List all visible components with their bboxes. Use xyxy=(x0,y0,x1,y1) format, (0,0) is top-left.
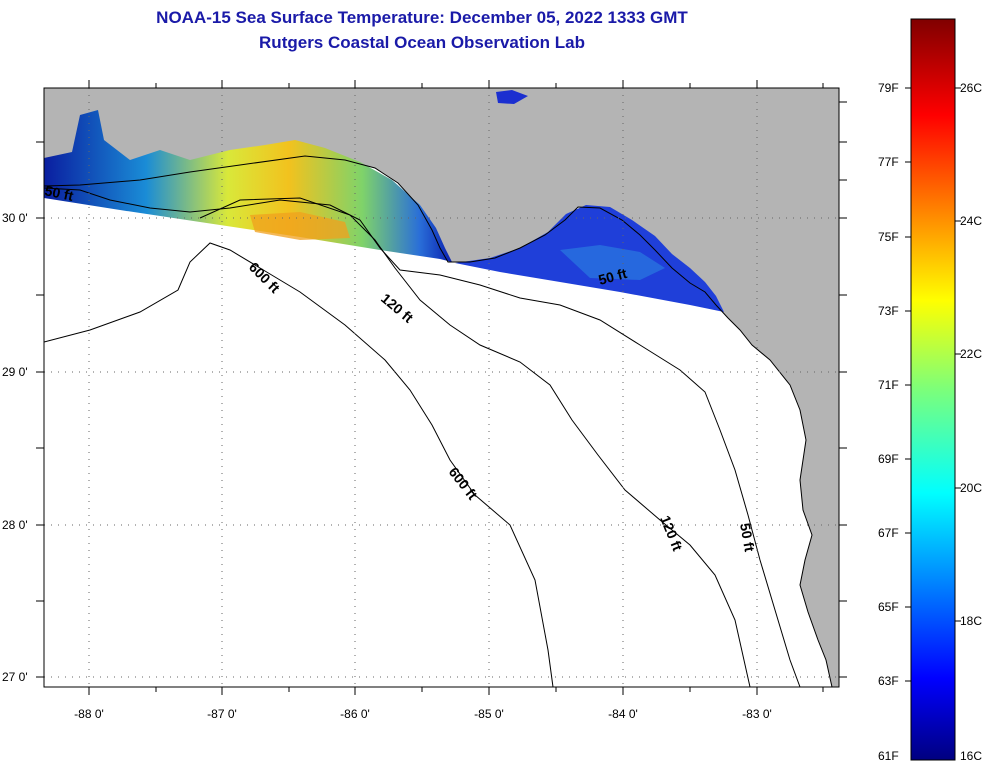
isobath-600ft xyxy=(44,242,554,687)
land-mass xyxy=(44,88,839,687)
colorbar-label-c: 24C xyxy=(960,214,982,228)
lat-label: 28 0' xyxy=(2,518,28,532)
bay-blue xyxy=(496,90,528,104)
isobath-50ft xyxy=(44,187,801,687)
lon-label: -87 0' xyxy=(207,707,237,721)
colorbar-label-f: 73F xyxy=(878,304,899,318)
sst-band-west xyxy=(44,110,452,262)
colorbar-ticks xyxy=(905,87,961,682)
colorbar-label-c: 22C xyxy=(960,347,982,361)
coastline-detail xyxy=(44,155,833,687)
colorbar-label-f: 79F xyxy=(878,81,899,95)
lon-label: -83 0' xyxy=(742,707,772,721)
colorbar-label-c: 20C xyxy=(960,481,982,495)
colorbar-label-f: 75F xyxy=(878,230,899,244)
lon-label: -88 0' xyxy=(74,707,104,721)
map-frame xyxy=(43,87,840,688)
depth-label: 50 ft xyxy=(737,522,758,553)
chart-title: NOAA-15 Sea Surface Temperature: Decembe… xyxy=(156,8,688,27)
lat-label: 29 0' xyxy=(2,365,28,379)
colorbar-label-f: 63F xyxy=(878,674,899,688)
colorbar xyxy=(910,18,956,761)
lon-label: -86 0' xyxy=(340,707,370,721)
colorbar-label-f: 77F xyxy=(878,155,899,169)
colorbar-label-f: 65F xyxy=(878,600,899,614)
colorbar-label-c: 16C xyxy=(960,749,982,763)
lon-label: -85 0' xyxy=(474,707,504,721)
colorbar-label-f: 61F xyxy=(878,749,899,763)
lat-label: 27 0' xyxy=(2,670,28,684)
colorbar-label-c: 26C xyxy=(960,81,982,95)
depth-label: 50 ft xyxy=(43,182,75,204)
axis-ticks xyxy=(36,80,847,695)
lon-label: -84 0' xyxy=(608,707,638,721)
sst-patch-orange xyxy=(250,212,350,240)
lat-label: 30 0' xyxy=(2,211,28,225)
sst-patch-blue xyxy=(560,245,665,280)
colorbar-label-f: 69F xyxy=(878,452,899,466)
colorbar-label-f: 67F xyxy=(878,526,899,540)
colorbar-label-f: 71F xyxy=(878,378,899,392)
chart-subtitle: Rutgers Coastal Ocean Observation Lab xyxy=(259,33,585,52)
depth-label: 50 ft xyxy=(597,265,629,288)
colorbar-label-c: 18C xyxy=(960,614,982,628)
